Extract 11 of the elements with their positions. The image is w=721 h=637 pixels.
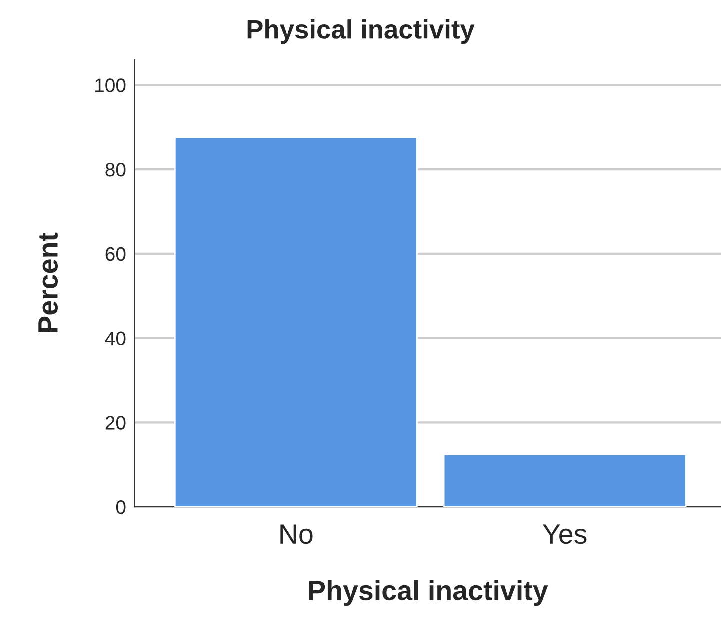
x-axis-title: Physical inactivity (309, 580, 548, 606)
chart-title: Physical inactivity (248, 20, 475, 44)
y-tick-label: 20 (106, 416, 126, 430)
y-axis-title: Percent (38, 232, 58, 333)
y-tick-label: 80 (106, 163, 126, 177)
x-tick-label: No (280, 524, 313, 544)
y-tick-label: 60 (106, 247, 126, 262)
y-tick-label: 100 (96, 78, 126, 92)
y-tick-label: 0 (116, 500, 126, 514)
y-tick-label: 40 (105, 332, 126, 346)
x-tick-label: Yes (542, 524, 587, 544)
